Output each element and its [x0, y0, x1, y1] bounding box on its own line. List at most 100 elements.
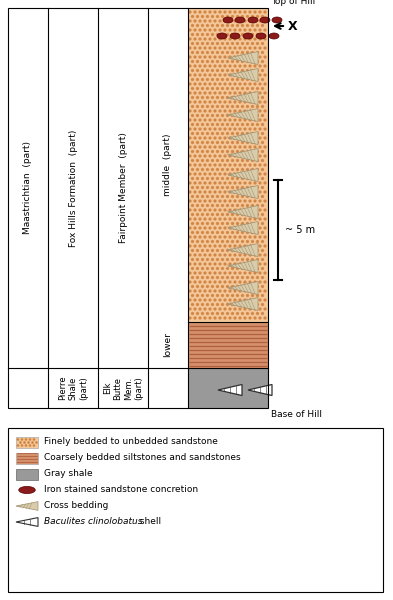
- Circle shape: [234, 272, 236, 274]
- Circle shape: [199, 74, 201, 76]
- Circle shape: [239, 272, 241, 274]
- Circle shape: [257, 295, 259, 296]
- Circle shape: [206, 34, 209, 35]
- Bar: [188, 8, 268, 322]
- Circle shape: [229, 182, 231, 184]
- Circle shape: [222, 70, 224, 71]
- Circle shape: [231, 277, 233, 278]
- Circle shape: [254, 65, 256, 67]
- Ellipse shape: [19, 487, 35, 494]
- Circle shape: [259, 128, 261, 130]
- Circle shape: [257, 313, 259, 314]
- Circle shape: [234, 308, 236, 310]
- Circle shape: [217, 25, 219, 26]
- Circle shape: [219, 317, 221, 319]
- Circle shape: [252, 223, 253, 224]
- Circle shape: [196, 115, 198, 116]
- Circle shape: [246, 133, 248, 134]
- Polygon shape: [228, 259, 258, 272]
- Circle shape: [259, 47, 261, 49]
- Circle shape: [229, 56, 231, 58]
- Circle shape: [231, 214, 233, 215]
- Circle shape: [217, 43, 219, 44]
- Circle shape: [242, 61, 244, 62]
- Circle shape: [209, 290, 211, 292]
- Circle shape: [257, 52, 259, 53]
- Circle shape: [237, 169, 239, 170]
- Circle shape: [214, 272, 216, 274]
- Circle shape: [189, 38, 191, 40]
- Circle shape: [209, 272, 211, 274]
- Circle shape: [249, 74, 251, 76]
- Circle shape: [257, 160, 259, 161]
- Circle shape: [199, 200, 201, 202]
- Circle shape: [229, 164, 231, 166]
- Text: middle  (part): middle (part): [163, 134, 173, 196]
- Circle shape: [229, 101, 231, 103]
- Circle shape: [222, 52, 224, 53]
- Circle shape: [219, 191, 221, 193]
- Circle shape: [229, 110, 231, 112]
- Circle shape: [254, 92, 256, 94]
- Circle shape: [264, 128, 266, 130]
- Circle shape: [234, 218, 236, 220]
- Circle shape: [229, 20, 231, 22]
- Circle shape: [214, 263, 216, 265]
- Circle shape: [242, 313, 244, 314]
- Circle shape: [229, 29, 231, 31]
- Circle shape: [194, 11, 196, 13]
- Circle shape: [259, 227, 261, 229]
- Circle shape: [219, 65, 221, 67]
- Circle shape: [194, 137, 196, 139]
- Circle shape: [209, 146, 211, 148]
- Circle shape: [254, 110, 256, 112]
- Circle shape: [226, 205, 228, 206]
- Circle shape: [226, 70, 228, 71]
- Circle shape: [194, 299, 196, 301]
- Circle shape: [196, 178, 198, 179]
- Circle shape: [222, 295, 224, 296]
- Circle shape: [226, 115, 228, 116]
- Circle shape: [194, 20, 196, 22]
- Circle shape: [214, 11, 216, 13]
- Circle shape: [196, 250, 198, 251]
- Circle shape: [224, 236, 226, 238]
- Circle shape: [244, 101, 246, 103]
- Circle shape: [234, 110, 236, 112]
- Circle shape: [217, 61, 219, 62]
- Circle shape: [246, 304, 248, 305]
- Circle shape: [261, 268, 263, 269]
- Circle shape: [204, 263, 206, 265]
- Circle shape: [214, 74, 216, 76]
- Circle shape: [244, 65, 246, 67]
- Circle shape: [214, 290, 216, 292]
- Circle shape: [209, 317, 211, 319]
- Circle shape: [191, 169, 193, 170]
- Circle shape: [224, 254, 226, 256]
- Circle shape: [194, 236, 196, 238]
- Circle shape: [234, 29, 236, 31]
- Text: Base of Hill: Base of Hill: [271, 410, 322, 419]
- Circle shape: [231, 178, 233, 179]
- Circle shape: [217, 178, 219, 179]
- Circle shape: [226, 97, 228, 98]
- Circle shape: [222, 286, 224, 287]
- Circle shape: [244, 182, 246, 184]
- Circle shape: [229, 173, 231, 175]
- Circle shape: [194, 254, 196, 256]
- Polygon shape: [228, 169, 258, 181]
- Circle shape: [211, 16, 213, 17]
- Circle shape: [261, 61, 263, 62]
- Circle shape: [229, 254, 231, 256]
- Circle shape: [234, 227, 236, 229]
- Circle shape: [252, 106, 253, 107]
- Circle shape: [202, 286, 204, 287]
- Circle shape: [259, 38, 261, 40]
- Circle shape: [219, 173, 221, 175]
- Circle shape: [189, 47, 191, 49]
- Circle shape: [202, 214, 204, 215]
- Circle shape: [239, 128, 241, 130]
- Circle shape: [254, 173, 256, 175]
- Circle shape: [29, 445, 31, 446]
- Circle shape: [204, 227, 206, 229]
